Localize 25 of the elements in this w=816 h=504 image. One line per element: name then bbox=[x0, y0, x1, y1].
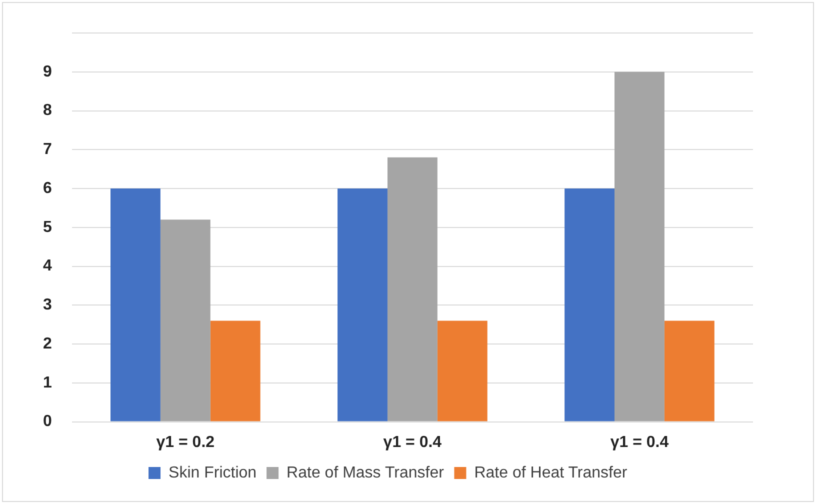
y-tick-label: 6 bbox=[42, 180, 52, 197]
legend-label: Skin Friction bbox=[168, 464, 257, 482]
bar bbox=[664, 320, 714, 422]
bar bbox=[437, 320, 488, 422]
y-tick-label: 8 bbox=[42, 102, 52, 120]
x-tick-label: γ1 = 0.4 bbox=[383, 434, 442, 451]
y-tick-label: 4 bbox=[42, 258, 52, 275]
bar bbox=[210, 320, 260, 422]
y-tick-label: 7 bbox=[42, 141, 52, 158]
bar bbox=[110, 188, 160, 422]
y-tick-label: 3 bbox=[42, 296, 52, 314]
y-tick-label: 1 bbox=[42, 374, 52, 392]
y-tick-label: 0 bbox=[42, 413, 52, 430]
y-tick-label: 9 bbox=[42, 63, 52, 80]
x-tick-label: γ1 = 0.2 bbox=[156, 434, 215, 451]
bar bbox=[338, 188, 388, 422]
bar bbox=[614, 72, 664, 422]
bar bbox=[160, 220, 210, 422]
bar bbox=[387, 157, 438, 422]
bar bbox=[564, 188, 615, 422]
y-tick-label: 2 bbox=[42, 335, 52, 352]
legend-label: Rate of Mass Transfer bbox=[286, 464, 445, 482]
legend-label: Rate of Heat Transfer bbox=[474, 464, 628, 482]
y-tick-label: 5 bbox=[42, 218, 52, 236]
x-tick-label: γ1 = 0.4 bbox=[610, 434, 669, 451]
